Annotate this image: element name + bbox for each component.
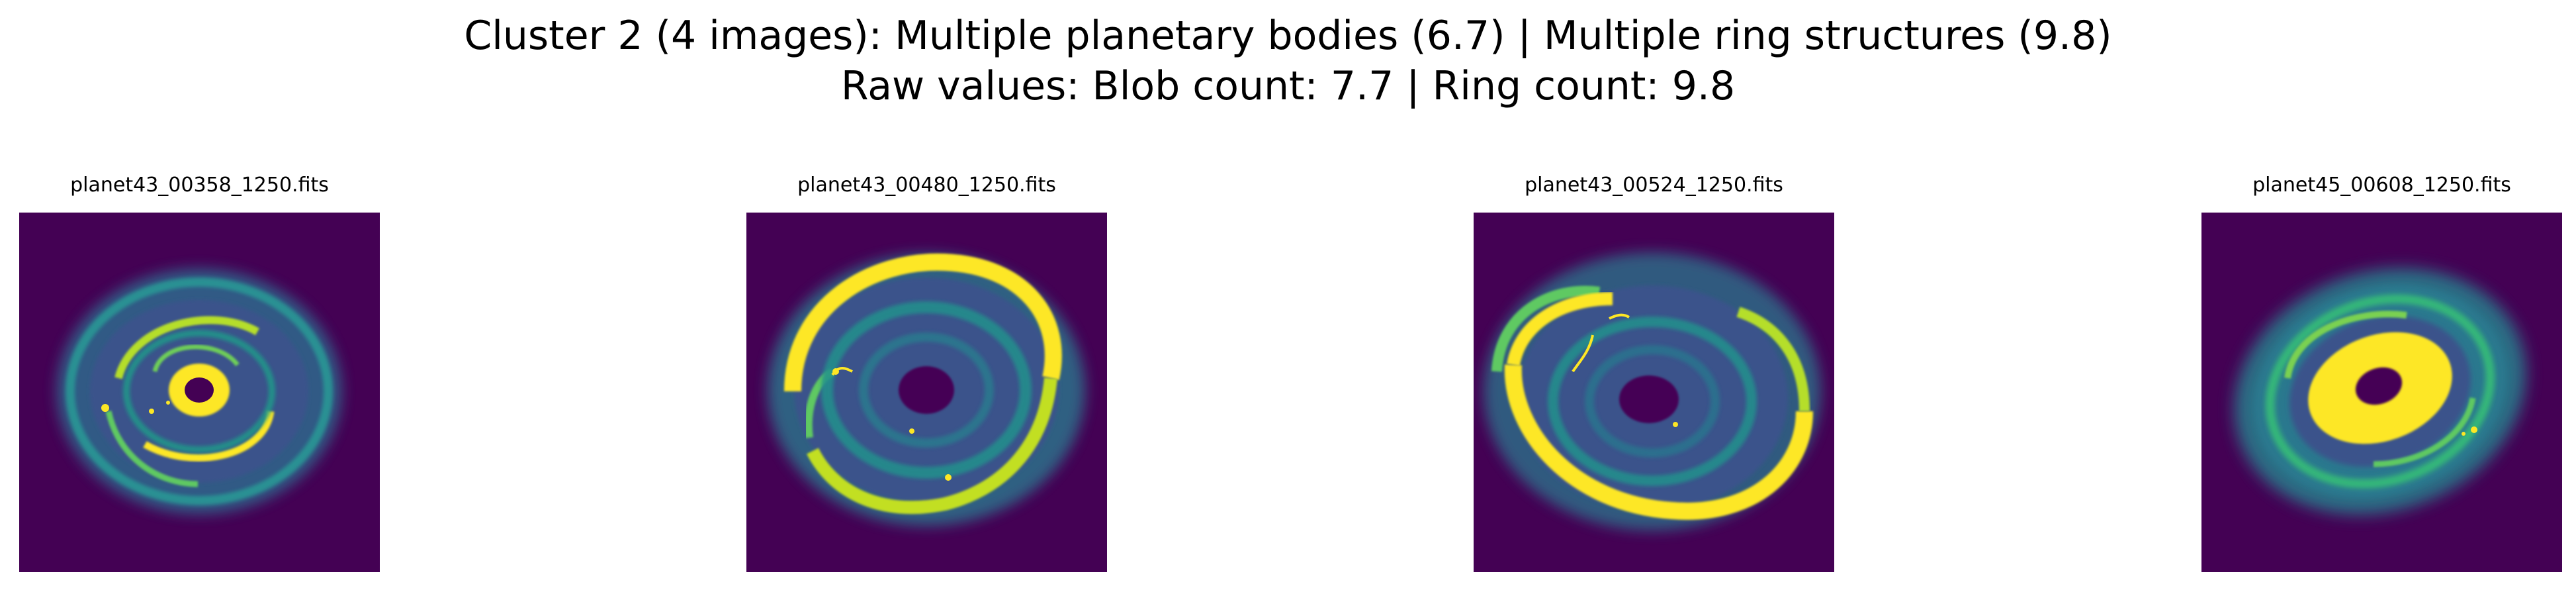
panel-title-4: planet45_00608_1250.fits	[2252, 173, 2511, 197]
image-panel-2: planet43_00480_1250.fits	[746, 173, 1107, 572]
disk-image-1	[19, 213, 380, 572]
disk-image-4	[2201, 213, 2562, 572]
image-panel-3: planet43_00524_1250.fits	[1474, 173, 1834, 572]
disk-image-2	[746, 213, 1107, 572]
panel-title-3: planet43_00524_1250.fits	[1525, 173, 1783, 197]
figure-title-line-2: Raw values: Blob count: 7.7 | Ring count…	[840, 63, 1736, 109]
image-panel-1: planet43_00358_1250.fits	[19, 173, 380, 572]
disk-image-3	[1474, 213, 1834, 572]
panel-title-1: planet43_00358_1250.fits	[70, 173, 329, 197]
figure-title-line-1: Cluster 2 (4 images): Multiple planetary…	[464, 13, 2112, 59]
image-panel-4: planet45_00608_1250.fits	[2201, 173, 2562, 572]
panel-title-2: planet43_00480_1250.fits	[797, 173, 1056, 197]
